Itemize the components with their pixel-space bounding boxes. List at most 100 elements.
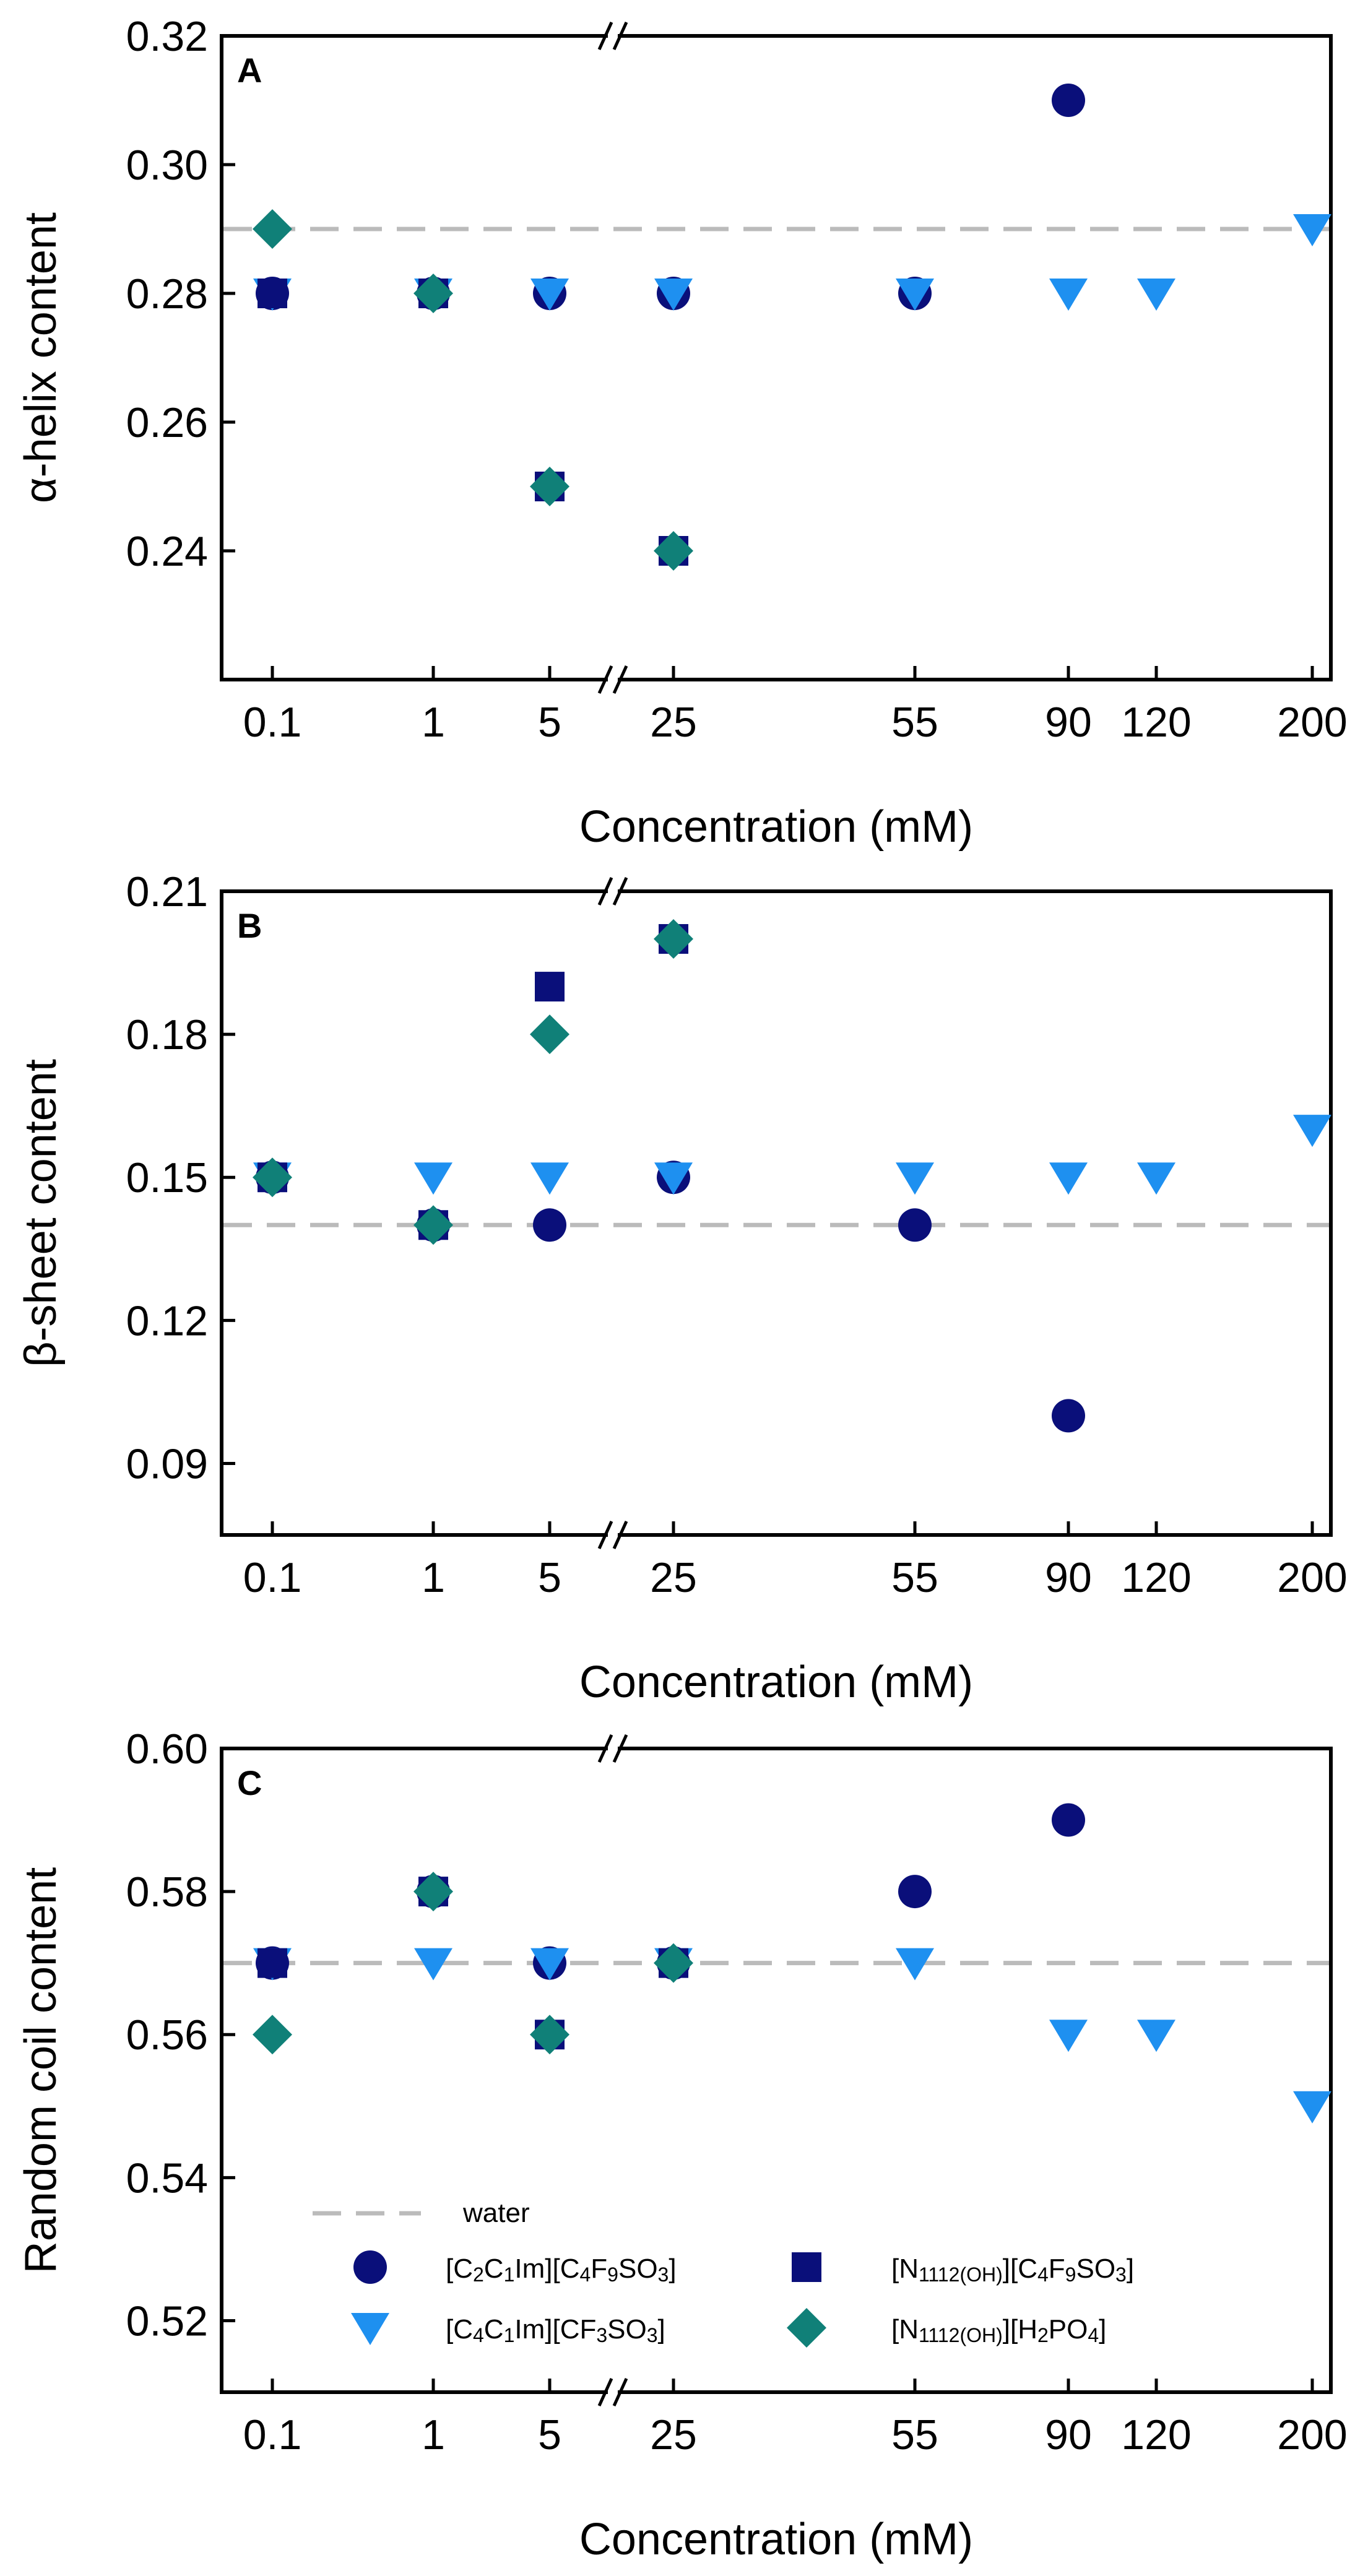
legend-text-part: [C: [446, 2254, 473, 2284]
x-tick-label: 200: [1277, 699, 1347, 746]
y-tick-label: 0.28: [126, 270, 208, 318]
legend-subscript: 3: [647, 2324, 658, 2346]
y-tick-label: 0.24: [126, 528, 208, 575]
legend-label: [C4C1Im][CF3SO3]: [446, 2314, 665, 2346]
axis-break-gap: [608, 888, 618, 895]
data-point-triangle: [414, 1948, 452, 1981]
y-tick-label: 0.15: [126, 1154, 208, 1201]
legend-water-label: water: [462, 2198, 530, 2228]
x-tick-label: 5: [538, 699, 561, 746]
data-point-triangle: [896, 1162, 934, 1195]
x-tick-label: 0.1: [243, 1554, 302, 1601]
y-tick-label: 0.58: [126, 1869, 208, 1916]
axis-break-gap: [608, 1531, 618, 1539]
data-point-diamond: [413, 274, 453, 313]
legend-subscript: 4: [1037, 2263, 1049, 2286]
legend-subscript: 3: [658, 2263, 669, 2286]
data-point-triangle: [1137, 1162, 1175, 1195]
data-point-diamond: [413, 1205, 453, 1245]
x-tick-label: 120: [1121, 699, 1191, 746]
x-tick-label: 200: [1277, 1554, 1347, 1601]
y-tick-label: 0.54: [126, 2155, 208, 2202]
data-point-triangle: [654, 279, 693, 311]
data-point-diamond: [654, 531, 693, 571]
x-tick-label: 120: [1121, 1554, 1191, 1601]
data-point-diamond: [530, 1014, 569, 1055]
legend-marker-diamond: [787, 2308, 826, 2348]
x-tick-label: 1: [422, 699, 445, 746]
panel-label: A: [237, 51, 262, 90]
legend-subscript: 1112(OH): [919, 2324, 1003, 2346]
legend-subscript: 4: [473, 2324, 484, 2346]
legend-subscript: 2: [473, 2263, 484, 2286]
y-axis-title: α-helix content: [16, 212, 66, 503]
x-tick-label: 25: [650, 1554, 697, 1601]
data-point-triangle: [654, 1162, 693, 1195]
x-axis-title: Concentration (mM): [579, 2515, 973, 2564]
data-point-triangle: [896, 1948, 934, 1981]
data-point-triangle: [1293, 214, 1331, 246]
x-tick-label: 0.1: [243, 699, 302, 746]
panel-b: 0.09 0.12 0.15 0.18 0.21 0.1 1 5 25 55 90 120 200 Con…: [16, 868, 1348, 1707]
legend-subscript: 3: [1115, 2263, 1127, 2286]
axis-break-mark: [612, 21, 628, 51]
axis-break-mark: [597, 1734, 613, 1763]
legend-text-part: Im][C: [514, 2254, 579, 2284]
data-point-triangle: [414, 1162, 452, 1195]
panel-c: 0.52 0.54 0.56 0.58 0.60 0.1 1 5 25 55 90 120 200 Con…: [16, 1726, 1348, 2564]
x-tick-label: 5: [538, 1554, 561, 1601]
plot-frame: [220, 34, 1333, 681]
axis-break-mark: [597, 2377, 613, 2407]
data-point-triangle: [1293, 2091, 1331, 2124]
y-tick-label: 0.32: [126, 13, 208, 60]
x-tick-label: 90: [1045, 1554, 1092, 1601]
data-point-diamond: [253, 209, 292, 249]
x-tick-label: 25: [650, 699, 697, 746]
data-point-triangle: [1137, 2020, 1175, 2052]
x-tick-label: 55: [891, 1554, 938, 1601]
legend-text-part: SO: [607, 2314, 647, 2345]
data-point-triangle: [1293, 1115, 1331, 1148]
axis-break-mark: [612, 665, 628, 694]
axis-break-gap: [608, 676, 618, 683]
panel-label: C: [237, 1763, 262, 1802]
data-point-circle: [1052, 1399, 1085, 1433]
legend-subscript: 1: [504, 2324, 515, 2346]
data-point-diamond: [654, 1943, 693, 1983]
legend-text-part: [C: [446, 2314, 473, 2345]
y-tick-label: 0.12: [126, 1297, 208, 1344]
legend-text-part: PO: [1049, 2314, 1088, 2345]
legend-text-part: C: [484, 2314, 504, 2345]
x-tick-label: 90: [1045, 2411, 1092, 2458]
legend-text-part: [N: [891, 2254, 919, 2284]
axis-break-gap: [608, 1745, 618, 1752]
data-point-triangle: [530, 1162, 569, 1195]
data-point-diamond: [413, 1872, 453, 1912]
data-point-square: [258, 1948, 287, 1978]
axis-break-mark: [612, 2377, 628, 2407]
legend-label: [N1112(OH)][C4F9SO3]: [891, 2254, 1134, 2286]
data-point-diamond: [253, 2015, 292, 2055]
x-tick-label: 25: [650, 2411, 697, 2458]
axis-break-mark: [612, 1734, 628, 1763]
legend-text-part: ][H: [1003, 2314, 1037, 2345]
y-tick-label: 0.52: [126, 2297, 208, 2345]
y-tick-label: 0.09: [126, 1440, 208, 1487]
legend-subscript: 4: [1088, 2324, 1099, 2346]
data-point-triangle: [1049, 1162, 1088, 1195]
legend-subscript: 3: [596, 2324, 607, 2346]
legend-text-part: ]: [1099, 2314, 1106, 2345]
legend-text-part: F: [1049, 2254, 1065, 2284]
legend-subscript: 1112(OH): [919, 2263, 1003, 2286]
y-tick-label: 0.26: [126, 399, 208, 446]
axis-break-mark: [597, 876, 613, 906]
data-point-circle: [898, 1208, 932, 1242]
y-tick-label: 0.21: [126, 868, 208, 915]
axis-break-mark: [612, 876, 628, 906]
axis-break-mark: [597, 665, 613, 694]
legend-subscript: 4: [579, 2263, 591, 2286]
data-point-circle: [1052, 84, 1085, 117]
legend-text-part: C: [484, 2254, 504, 2284]
axis-break-mark: [597, 1520, 613, 1550]
legend-marker-triangle: [351, 2313, 389, 2345]
